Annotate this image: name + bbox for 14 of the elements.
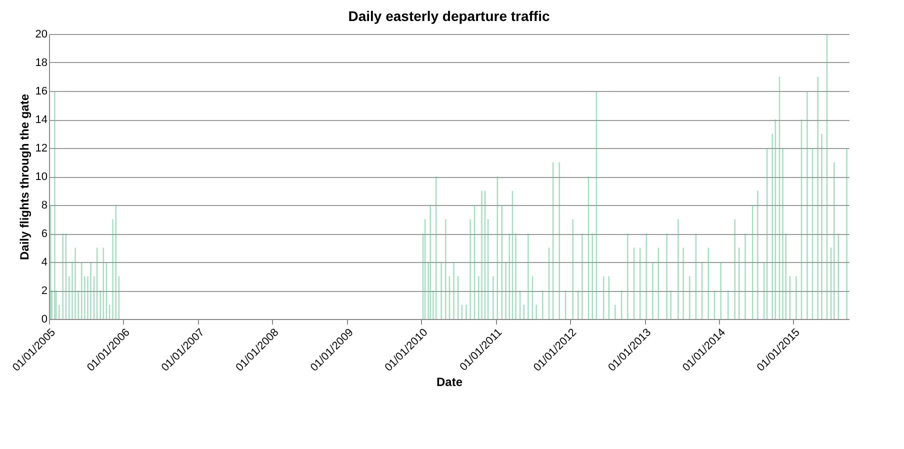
y-tick-label: 14 bbox=[35, 114, 48, 126]
y-tick-label: 0 bbox=[41, 314, 48, 326]
chart-title: Daily easterly departure traffic bbox=[348, 8, 550, 24]
y-tick-label: 16 bbox=[35, 86, 48, 98]
y-tick-label: 6 bbox=[41, 228, 48, 240]
y-tick-label: 2 bbox=[41, 285, 48, 297]
y-tick-label: 18 bbox=[35, 57, 48, 69]
y-tick-label: 8 bbox=[41, 200, 48, 212]
y-tick-label: 20 bbox=[35, 28, 48, 40]
y-tick-label: 12 bbox=[35, 142, 48, 154]
y-tick-label: 10 bbox=[35, 171, 48, 183]
y-axis-title: Daily flights through the gate bbox=[17, 94, 32, 260]
y-tick-label: 4 bbox=[41, 256, 48, 268]
x-axis-title: Date bbox=[436, 375, 463, 390]
